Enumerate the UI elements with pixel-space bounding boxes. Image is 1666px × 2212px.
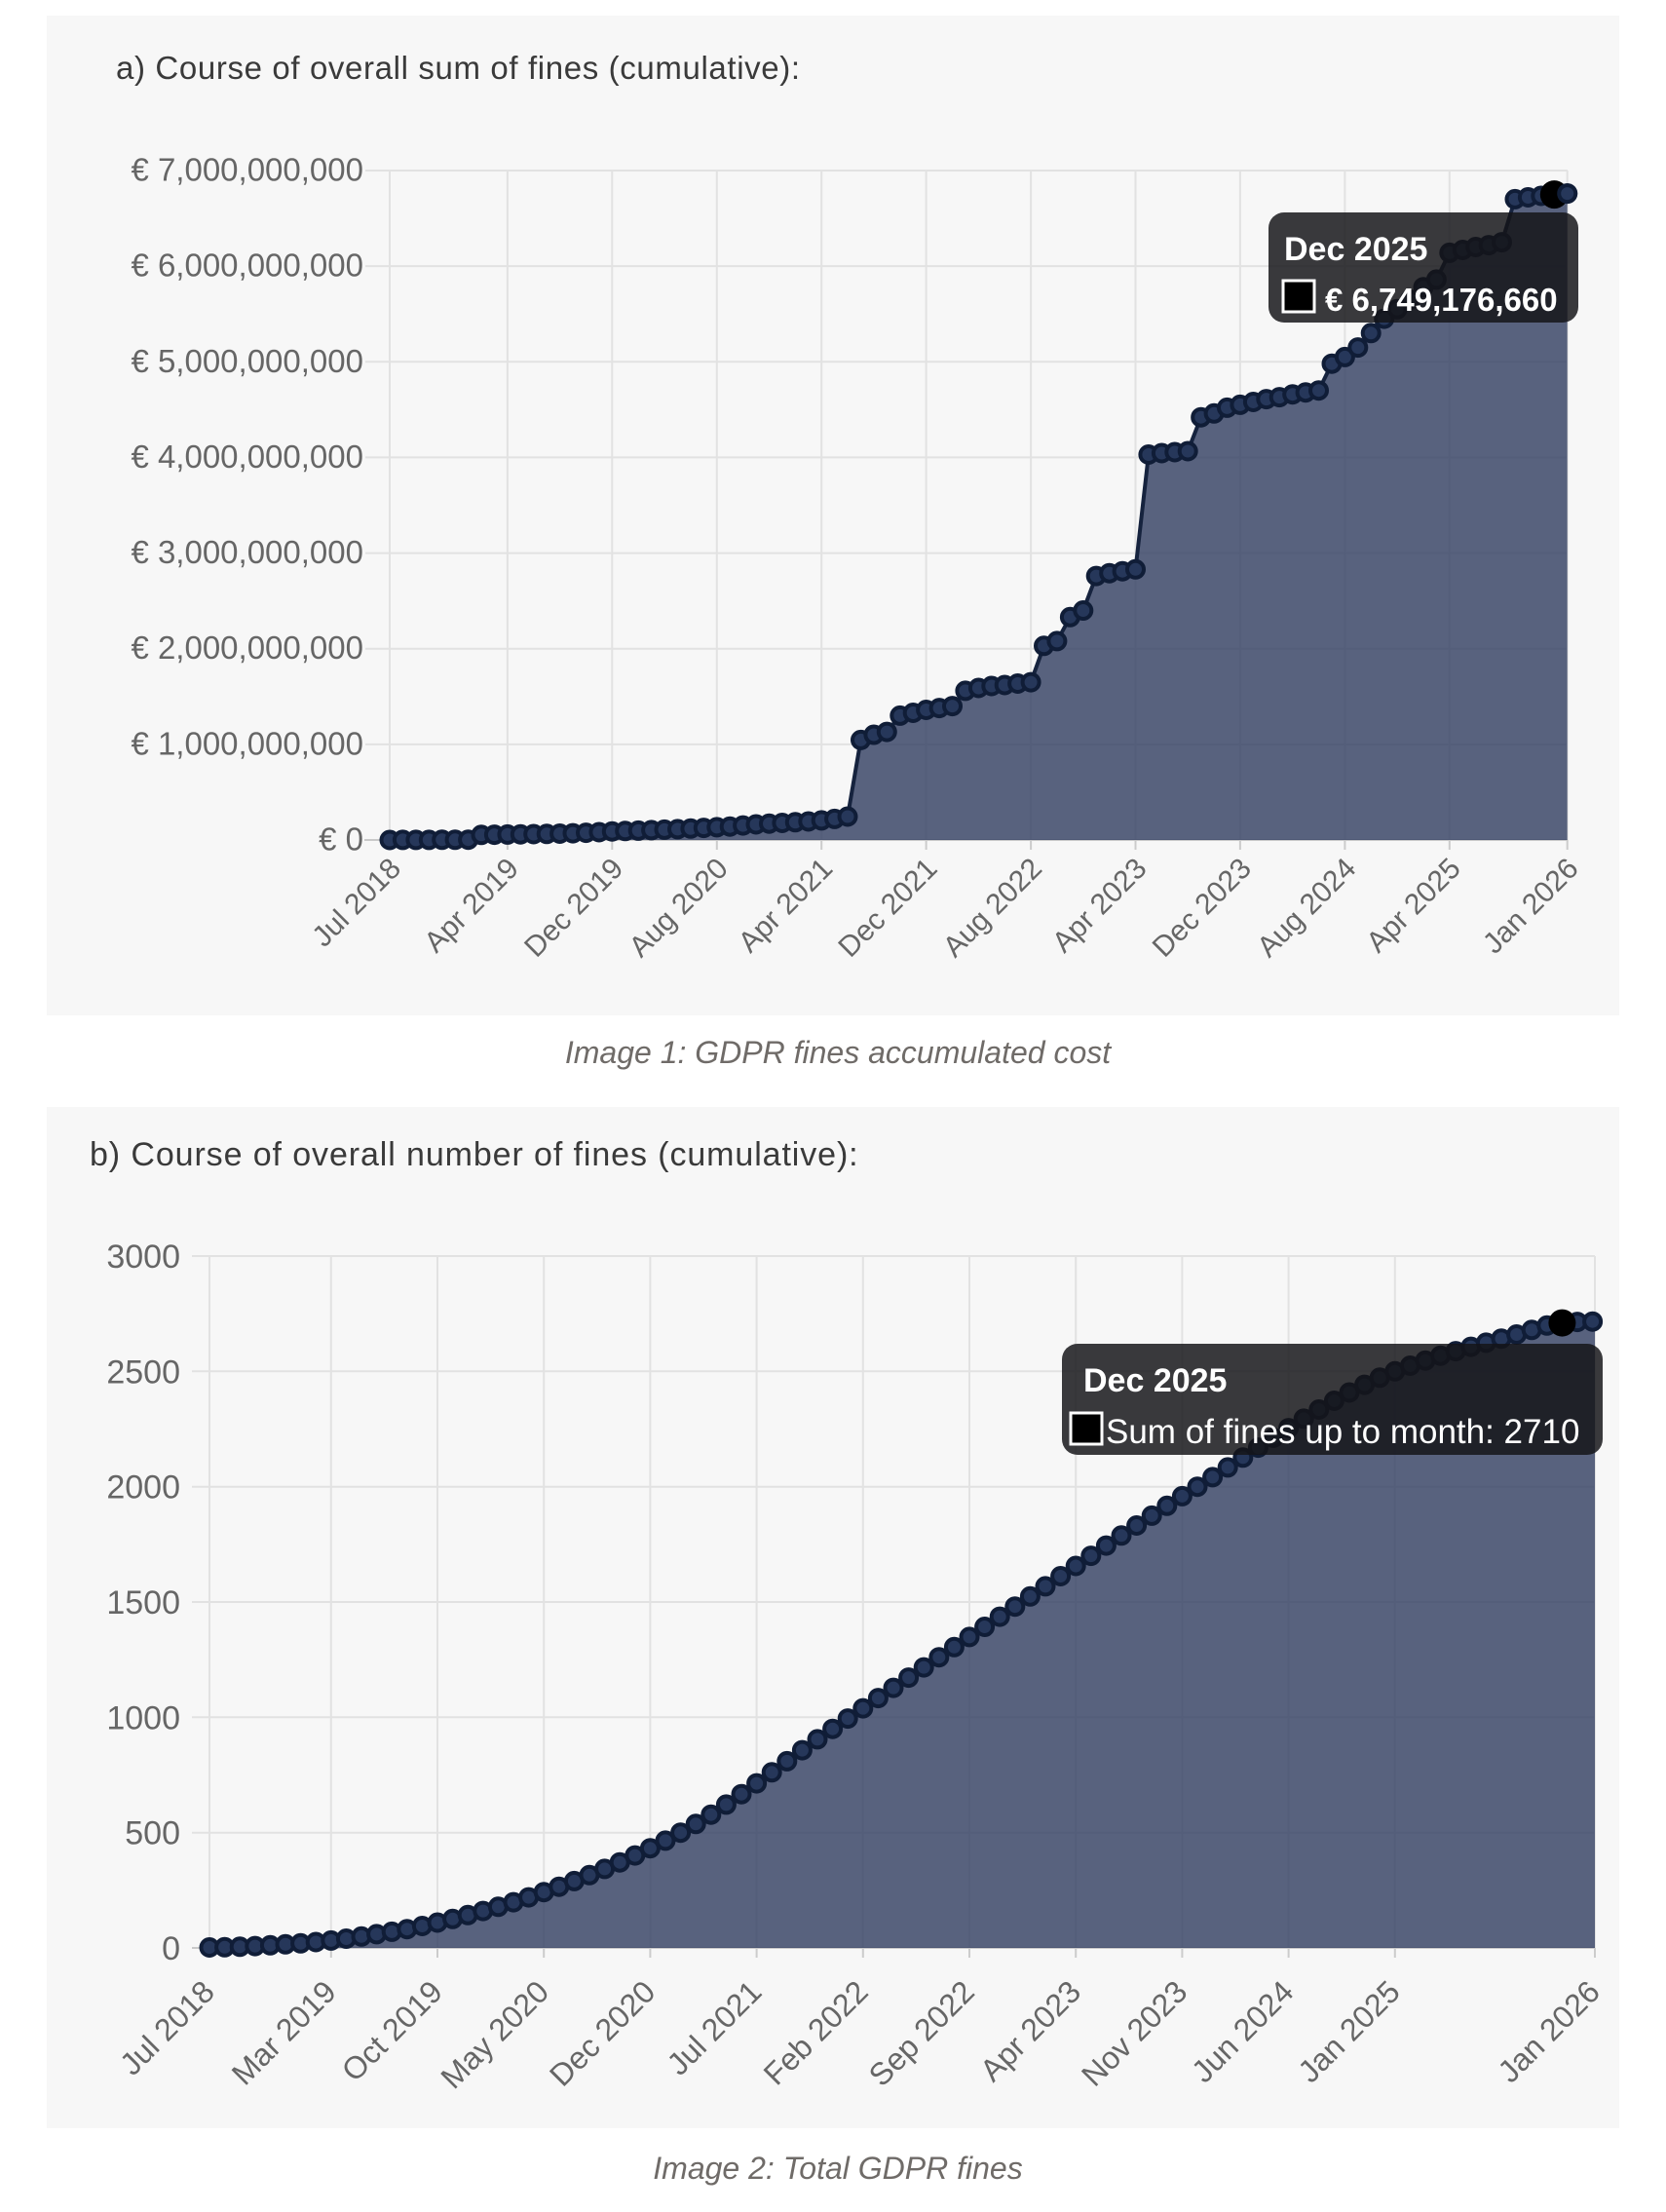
svg-text:€ 0: € 0 [319,821,363,858]
svg-text:Apr 2023: Apr 2023 [973,1973,1087,2087]
svg-text:€ 6,000,000,000: € 6,000,000,000 [131,248,363,284]
svg-text:Nov 2023: Nov 2023 [1075,1973,1193,2092]
svg-text:a) Course of overall sum of fi: a) Course of overall sum of fines (cumul… [116,50,801,86]
svg-text:b) Course of overall number of: b) Course of overall number of fines (cu… [90,1136,859,1173]
svg-text:0: 0 [162,1930,180,1967]
svg-text:Jan 2026: Jan 2026 [1477,853,1585,961]
svg-text:Sep 2022: Sep 2022 [862,1973,981,2092]
svg-text:2000: 2000 [106,1469,180,1506]
svg-text:Oct 2019: Oct 2019 [335,1973,449,2087]
svg-text:Apr 2023: Apr 2023 [1046,853,1153,959]
svg-text:Dec 2021: Dec 2021 [832,853,943,964]
svg-text:Apr 2025: Apr 2025 [1360,853,1466,959]
svg-text:Jun 2024: Jun 2024 [1185,1973,1301,2089]
svg-text:Aug 2020: Aug 2020 [624,853,735,964]
svg-text:Dec 2025: Dec 2025 [1284,231,1427,268]
svg-text:May 2020: May 2020 [434,1973,555,2095]
svg-text:€ 7,000,000,000: € 7,000,000,000 [131,152,363,188]
svg-text:Jul 2018: Jul 2018 [113,1973,221,2081]
svg-text:Aug 2024: Aug 2024 [1251,853,1362,964]
svg-text:1000: 1000 [106,1699,180,1736]
svg-text:€ 4,000,000,000: € 4,000,000,000 [131,439,363,475]
svg-text:€ 3,000,000,000: € 3,000,000,000 [131,534,363,570]
svg-text:Apr 2021: Apr 2021 [733,853,839,959]
svg-text:Jul 2018: Jul 2018 [306,853,407,954]
svg-text:€ 2,000,000,000: € 2,000,000,000 [131,629,363,666]
svg-text:Mar 2019: Mar 2019 [225,1973,343,2091]
svg-text:Dec 2020: Dec 2020 [543,1973,662,2092]
svg-text:€ 5,000,000,000: € 5,000,000,000 [131,343,363,379]
svg-text:Jan 2026: Jan 2026 [1491,1973,1607,2089]
svg-text:Jul 2021: Jul 2021 [661,1973,769,2081]
svg-text:Sum of fines up to month: 2710: Sum of fines up to month: 2710 [1106,1413,1579,1451]
svg-text:€ 1,000,000,000: € 1,000,000,000 [131,725,363,761]
svg-text:2500: 2500 [106,1354,180,1391]
svg-text:€ 6,749,176,660: € 6,749,176,660 [1325,282,1558,318]
svg-text:Dec 2025: Dec 2025 [1083,1362,1227,1399]
svg-text:3000: 3000 [106,1239,180,1276]
svg-text:Feb 2022: Feb 2022 [757,1973,875,2091]
svg-text:1500: 1500 [106,1584,180,1621]
svg-text:Dec 2019: Dec 2019 [518,853,629,964]
svg-text:500: 500 [125,1815,180,1852]
svg-text:Aug 2022: Aug 2022 [937,853,1048,964]
svg-text:Jan 2025: Jan 2025 [1291,1973,1407,2089]
svg-text:Dec 2023: Dec 2023 [1147,853,1258,964]
svg-text:Apr 2019: Apr 2019 [418,853,524,959]
